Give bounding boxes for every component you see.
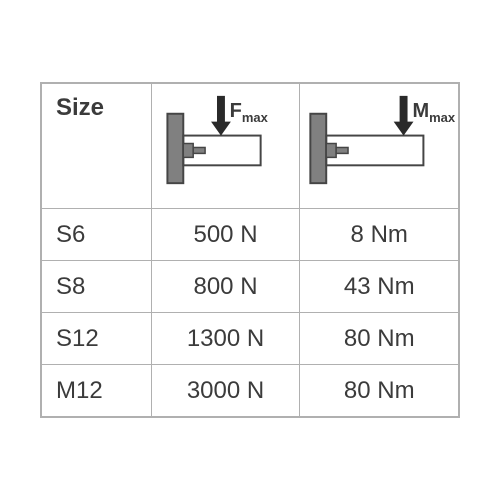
spec-table-container: Size Fm	[40, 82, 460, 418]
cell-size: S8	[42, 261, 152, 313]
cell-moment: 43 Nm	[300, 261, 459, 313]
table-row: S6 500 N 8 Nm	[42, 209, 459, 261]
table-row: S12 1300 N 80 Nm	[42, 313, 459, 365]
header-size: Size	[42, 84, 152, 209]
cell-force: 3000 N	[151, 365, 300, 417]
size-label: Size	[56, 94, 104, 121]
force-diagram	[152, 84, 300, 203]
table-row: M12 3000 N 80 Nm	[42, 365, 459, 417]
cell-force: 1300 N	[151, 313, 300, 365]
cell-moment: 80 Nm	[300, 365, 459, 417]
cell-force: 800 N	[151, 261, 300, 313]
table-row: S8 800 N 43 Nm	[42, 261, 459, 313]
cell-moment: 80 Nm	[300, 313, 459, 365]
cell-size: M12	[42, 365, 152, 417]
cell-size: S12	[42, 313, 152, 365]
moment-label: Mmax	[412, 100, 455, 125]
header-moment: Mmax	[300, 84, 459, 209]
table-body: S6 500 N 8 Nm S8 800 N 43 Nm S12 1300 N …	[42, 209, 459, 417]
cell-force: 500 N	[151, 209, 300, 261]
force-label: Fmax	[230, 100, 268, 125]
header-force: Fmax	[151, 84, 300, 209]
cell-size: S6	[42, 209, 152, 261]
cell-moment: 8 Nm	[300, 209, 459, 261]
spec-table: Size Fm	[41, 83, 459, 417]
